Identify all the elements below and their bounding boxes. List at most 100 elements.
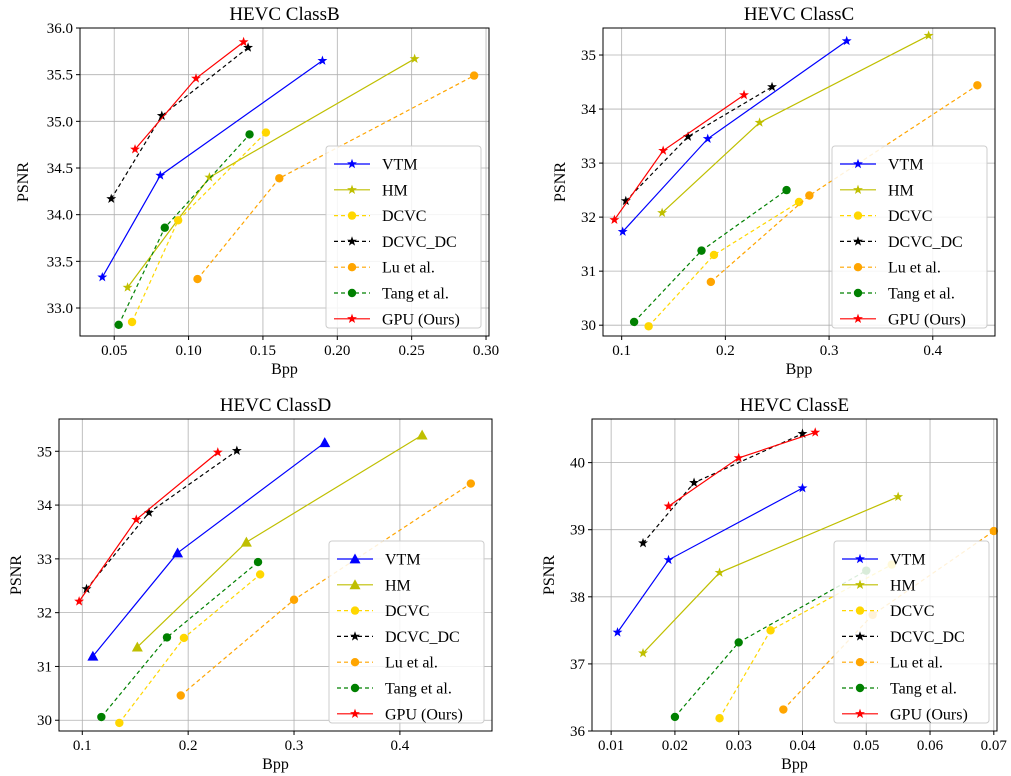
legend-label-lu-et-al: Lu et al. xyxy=(888,260,941,277)
data-point-hm xyxy=(923,30,934,40)
y-tick-label: 31 xyxy=(37,659,52,675)
data-point-hm xyxy=(657,207,668,218)
legend-label-dcvc-dc: DCVC_DC xyxy=(888,234,963,251)
y-tick-label: 35 xyxy=(37,444,52,460)
plot-frame xyxy=(602,27,996,337)
y-tick-label: 34.0 xyxy=(47,208,73,224)
legend-marker-lu-et-al xyxy=(347,263,357,272)
data-point-lu-et-al xyxy=(275,174,284,183)
y-tick-label: 33.0 xyxy=(47,301,73,317)
x-tick-label: 0.2 xyxy=(716,343,735,359)
chart-panel-4: 0.01 0.02 0.03 0.04 0.05 0.06 0.07 36 37 38 39 40 HE… xyxy=(541,395,1007,773)
data-point-lu-et-al xyxy=(989,526,999,536)
data-point-dcvc xyxy=(255,570,265,579)
x-tick-label: 0.05 xyxy=(853,738,879,754)
data-point-gpu-ours xyxy=(238,36,249,47)
data-point-lu-et-al xyxy=(193,274,202,284)
data-point-lu-et-al xyxy=(289,595,299,604)
legend-marker-tang-et-al xyxy=(350,683,360,693)
data-point-tang-et-al xyxy=(670,712,680,722)
x-tick-label: 0.03 xyxy=(726,738,752,754)
data-point-dcvc xyxy=(127,317,137,327)
legend-marker-hm xyxy=(853,184,863,195)
data-point-tang-et-al xyxy=(697,246,706,255)
x-tick-label: 0.20 xyxy=(324,343,350,359)
data-point-hm xyxy=(240,536,252,547)
legend-label-dcvc: DCVC xyxy=(890,603,934,620)
legend-label-dcvc: DCVC xyxy=(888,208,932,225)
x-tick-label: 0.02 xyxy=(662,738,688,754)
legend-label-tang-et-al: Tang et al. xyxy=(382,286,449,303)
legend-marker-dcvc-dc xyxy=(853,236,863,246)
legend-marker-dcvc-dc xyxy=(350,631,360,641)
data-point-dcvc xyxy=(115,718,124,728)
y-tick-label: 33.5 xyxy=(47,254,73,270)
x-tick-label: 0.10 xyxy=(175,343,201,359)
series-line-dcvc xyxy=(131,132,267,323)
legend-box xyxy=(325,145,482,329)
legend-marker-tang-et-al xyxy=(853,288,863,298)
legend-marker-vtm xyxy=(855,553,865,564)
legend-marker-hm xyxy=(855,579,865,590)
data-point-gpu-ours xyxy=(212,447,223,457)
data-point-gpu-ours xyxy=(658,145,669,155)
data-point-tang-et-al xyxy=(160,223,169,232)
data-point-gpu-ours xyxy=(663,501,674,511)
data-point-vtm xyxy=(702,133,713,143)
data-point-gpu-ours xyxy=(131,514,142,524)
legend-marker-dcvc xyxy=(347,211,357,220)
legend-marker-dcvc xyxy=(855,606,865,615)
data-point-dcvc-dc xyxy=(620,195,631,206)
x-tick-label: 0.05 xyxy=(101,343,127,359)
legend-box xyxy=(831,145,988,329)
y-tick-label: 34 xyxy=(581,102,597,118)
data-point-dcvc-dc xyxy=(797,428,808,438)
y-tick-label: 30 xyxy=(37,713,52,729)
y-tick-label: 40 xyxy=(570,456,585,472)
y-tick-label: 35.0 xyxy=(47,114,73,130)
y-tick-label: 30 xyxy=(581,318,596,334)
legend-label-gpu-ours: GPU (Ours) xyxy=(385,706,463,723)
chart-panel-1: 0.05 0.10 0.15 0.20 0.25 0.30 33.0 33.5 34.0 34.5… xyxy=(15,4,499,378)
chart-title: HEVC ClassB xyxy=(229,4,339,25)
y-tick-label: 33 xyxy=(37,552,52,568)
data-point-dcvc-dc xyxy=(243,42,254,52)
plot-frame xyxy=(79,27,490,337)
chart-panel-3: 0.1 0.2 0.3 0.4 30 31 32 33 34 35 HEVC ClassD Bpp PS… xyxy=(8,395,493,773)
x-tick-label: 0.3 xyxy=(285,738,304,754)
legend-marker-lu-et-al xyxy=(855,658,865,667)
chart-panel-2: 0.1 0.2 0.3 0.4 30 31 32 33 34 35 HEVC ClassC Bpp PS… xyxy=(552,4,996,378)
y-tick-label: 34.5 xyxy=(47,161,73,177)
x-axis-label: Bpp xyxy=(262,756,289,773)
data-point-dcvc xyxy=(261,128,271,137)
legend-marker-lu-et-al xyxy=(350,658,360,667)
data-point-dcvc-dc xyxy=(638,537,648,548)
legend-marker-dcvc-dc xyxy=(347,236,357,246)
data-point-tang-et-al xyxy=(782,185,791,195)
data-point-hm xyxy=(122,282,133,292)
series-line-gpu-ours xyxy=(134,41,244,150)
data-point-tang-et-al xyxy=(114,320,123,329)
data-point-vtm xyxy=(87,650,99,661)
x-tick-label: 0.30 xyxy=(473,343,499,359)
legend-label-hm: HM xyxy=(382,182,408,199)
y-axis-label: PSNR xyxy=(541,555,558,595)
series-line-dcvc-dc xyxy=(642,433,803,544)
legend: VTM HM DCVC DCVC_DC Lu et al. Tang et al. GPU … xyxy=(831,145,988,329)
data-point-vtm xyxy=(612,627,623,637)
series-line-dcvc-dc xyxy=(625,86,773,202)
legend-label-dcvc: DCVC xyxy=(382,208,426,225)
y-tick-label: 31 xyxy=(581,264,596,280)
data-point-gpu-ours xyxy=(191,73,201,83)
legend-marker-tang-et-al xyxy=(347,288,357,298)
legend-marker-lu-et-al xyxy=(853,263,863,272)
x-axis-label: Bpp xyxy=(786,361,813,378)
data-point-lu-et-al xyxy=(176,691,185,700)
data-point-dcvc-dc xyxy=(689,477,699,487)
data-point-vtm xyxy=(797,482,808,493)
x-tick-label: 0.07 xyxy=(981,738,1008,754)
legend-label-tang-et-al: Tang et al. xyxy=(888,286,955,303)
series-line-lu-et-al xyxy=(782,530,995,710)
chart-title: HEVC ClassE xyxy=(740,395,849,416)
